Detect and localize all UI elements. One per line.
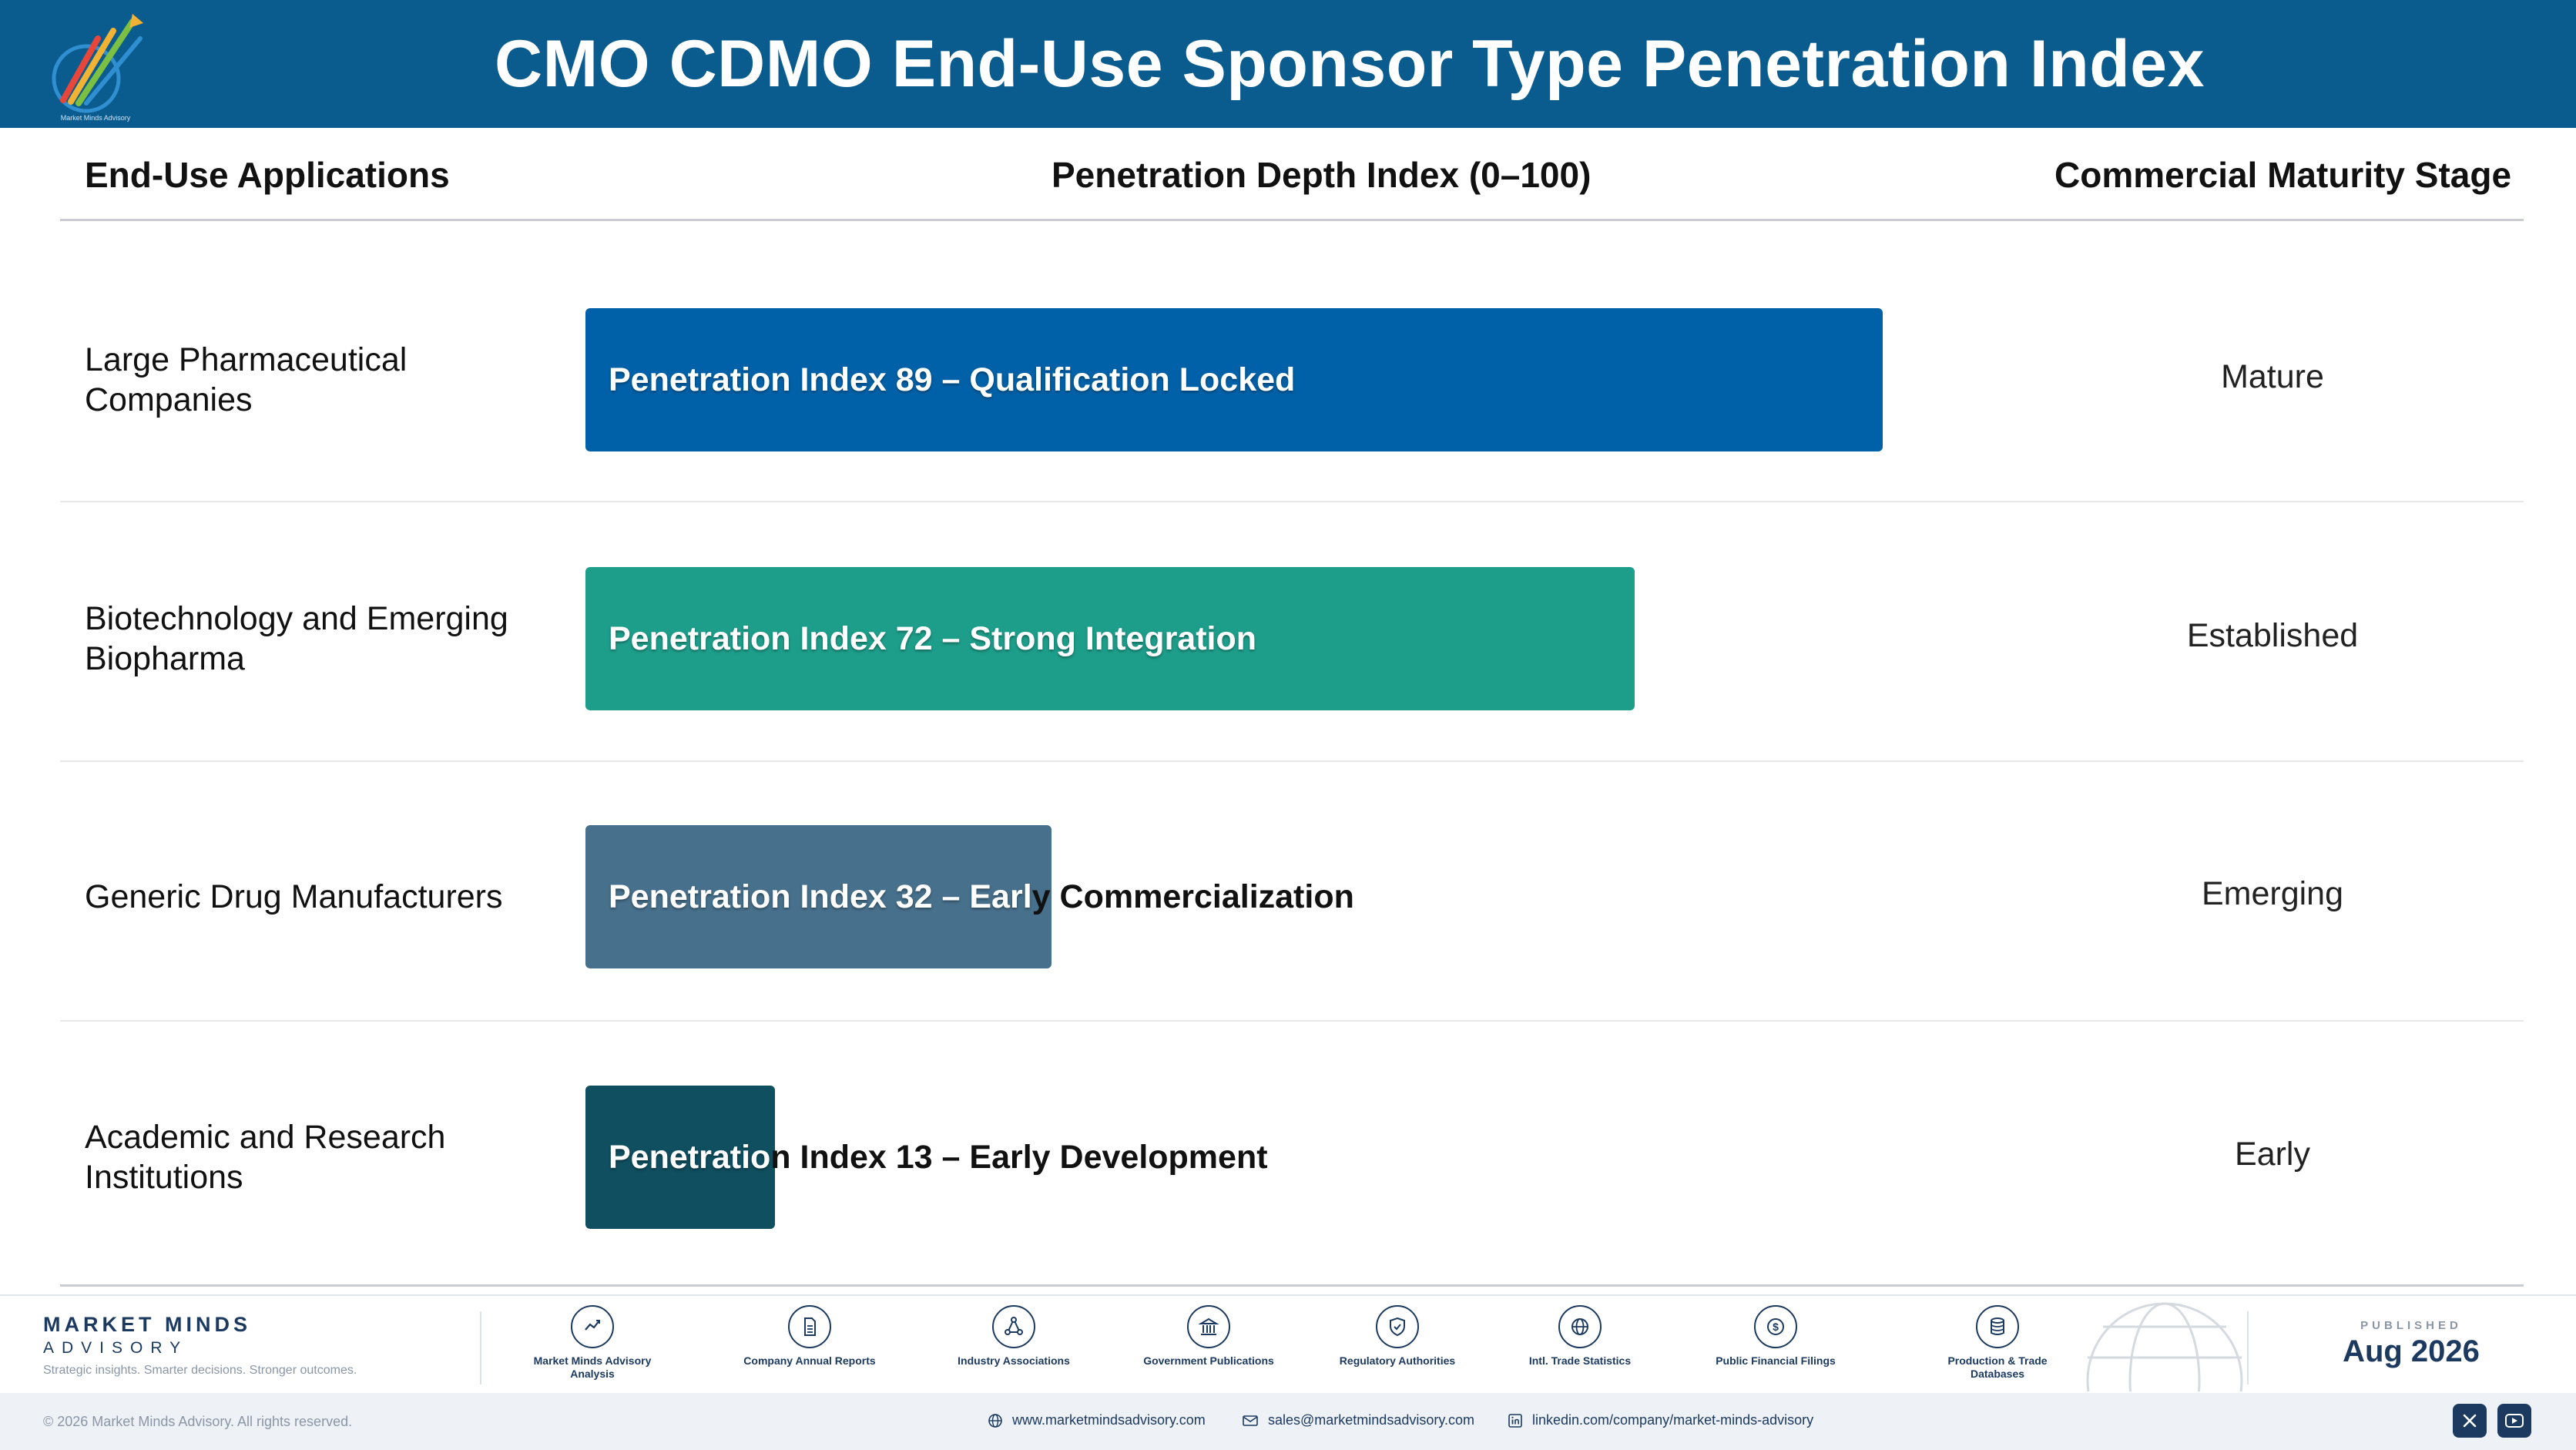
row-divider [60, 501, 2524, 502]
source-label: Public Financial Filings [1716, 1354, 1836, 1367]
shield-check-icon [1376, 1305, 1419, 1348]
source-item: Company Annual Reports [733, 1305, 887, 1368]
penetration-bar [585, 825, 1052, 968]
email-text: sales@marketmindsadvisory.com [1268, 1412, 1475, 1428]
row-divider [60, 760, 2524, 762]
linkedin-icon [1508, 1413, 1522, 1428]
globe-icon [1558, 1305, 1602, 1348]
column-header-stage: Commercial Maturity Stage [2054, 155, 2512, 195]
row-divider [60, 1020, 2524, 1022]
table-bottom-divider [60, 1284, 2524, 1287]
database-icon [1976, 1305, 2019, 1348]
source-item: Regulatory Authorities [1320, 1305, 1474, 1368]
source-item: Government Publications [1132, 1305, 1286, 1368]
website-text: www.marketmindsadvisory.com [1012, 1412, 1206, 1428]
sub-footer: © 2026 Market Minds Advisory. All rights… [0, 1393, 2576, 1450]
column-header-index: Penetration Depth Index (0–100) [1052, 155, 1592, 195]
svg-text:Market Minds Advisory: Market Minds Advisory [61, 114, 131, 122]
penetration-bar [585, 567, 1635, 710]
page-title: CMO CDMO End-Use Sponsor Type Penetratio… [495, 27, 2205, 101]
bar-label: Penetratio n Index 13 – Early Development [609, 1138, 1268, 1176]
government-building-icon [1187, 1305, 1230, 1348]
row-label: Generic Drug Manufacturers [85, 878, 503, 915]
linkedin-link[interactable]: linkedin.com/company/market-minds-adviso… [1508, 1412, 1813, 1428]
x-logo-icon [2463, 1414, 2477, 1428]
globe-icon [988, 1413, 1002, 1428]
penetration-bar [585, 308, 1883, 451]
bar-label: Penetration Index 72 – Strong Integratio… [609, 619, 1257, 657]
company-logo-icon: Market Minds Advisory [52, 14, 143, 122]
row-label: Large Pharmaceutical Companies [85, 341, 408, 418]
youtube-social-button[interactable] [2497, 1404, 2531, 1438]
source-item: Market Minds Advisory Analysis [515, 1305, 669, 1381]
website-link[interactable]: www.marketmindsadvisory.com [988, 1412, 1206, 1428]
x-social-button[interactable] [2453, 1404, 2487, 1438]
source-label: Company Annual Reports [743, 1354, 876, 1367]
header-divider [60, 219, 2524, 221]
brand-tagline: Strategic insights. Smarter decisions. S… [43, 1364, 357, 1377]
source-label: Intl. Trade Statistics [1528, 1354, 1632, 1367]
maturity-stage: Emerging [2201, 875, 2344, 912]
maturity-stage: Mature [2221, 358, 2324, 395]
brand-name: MARKET MINDS [43, 1313, 251, 1336]
column-header-applications: End-Use Applications [85, 155, 450, 195]
source-label: Regulatory Authorities [1339, 1354, 1456, 1367]
globe-watermark-icon [2086, 1302, 2243, 1391]
source-item: Production & Trade Databases [1920, 1305, 2075, 1381]
penetration-bar [585, 1086, 775, 1229]
youtube-icon [2505, 1414, 2524, 1428]
maturity-stage: Early [2235, 1136, 2310, 1173]
published-label: PUBLISHED [2360, 1319, 2462, 1332]
source-item: $ Public Financial Filings [1699, 1305, 1853, 1368]
network-icon [992, 1305, 1035, 1348]
footer-divider [480, 1311, 481, 1385]
brand-subtitle: ADVISORY [43, 1339, 189, 1357]
source-label: Production & Trade Databases [1947, 1354, 2048, 1380]
row-label: Biotechnology and Emerging Biopharma [85, 600, 508, 677]
dollar-coin-icon: $ [1754, 1305, 1797, 1348]
footer-divider-right [2247, 1311, 2249, 1385]
maturity-stage: Established [2186, 617, 2359, 654]
linkedin-text: linkedin.com/company/market-minds-adviso… [1532, 1412, 1814, 1428]
source-label: Industry Associations [958, 1354, 1070, 1367]
bar-label: Penetration Index 89 – Qualification Loc… [609, 361, 1296, 398]
copyright-text: © 2026 Market Minds Advisory. All rights… [43, 1414, 353, 1429]
bar-label: Penetration Index 32 – Earl y Commerciali… [609, 878, 1354, 915]
document-icon [788, 1305, 831, 1348]
source-label: Market Minds Advisory Analysis [533, 1354, 652, 1380]
source-item: Intl. Trade Statistics [1503, 1305, 1657, 1368]
chart-line-icon [571, 1305, 614, 1348]
svg-text:$: $ [1773, 1321, 1779, 1333]
row-label: Academic and Research Institutions [85, 1119, 446, 1196]
published-date: Aug 2026 [2343, 1334, 2480, 1368]
email-link[interactable]: sales@marketmindsadvisory.com [1242, 1412, 1474, 1428]
source-item: Industry Associations [937, 1305, 1091, 1368]
header-bar: Market Minds Advisory CMO CDMO End-Use S… [0, 0, 2576, 128]
source-label: Government Publications [1143, 1354, 1274, 1367]
mail-icon [1243, 1415, 1258, 1426]
